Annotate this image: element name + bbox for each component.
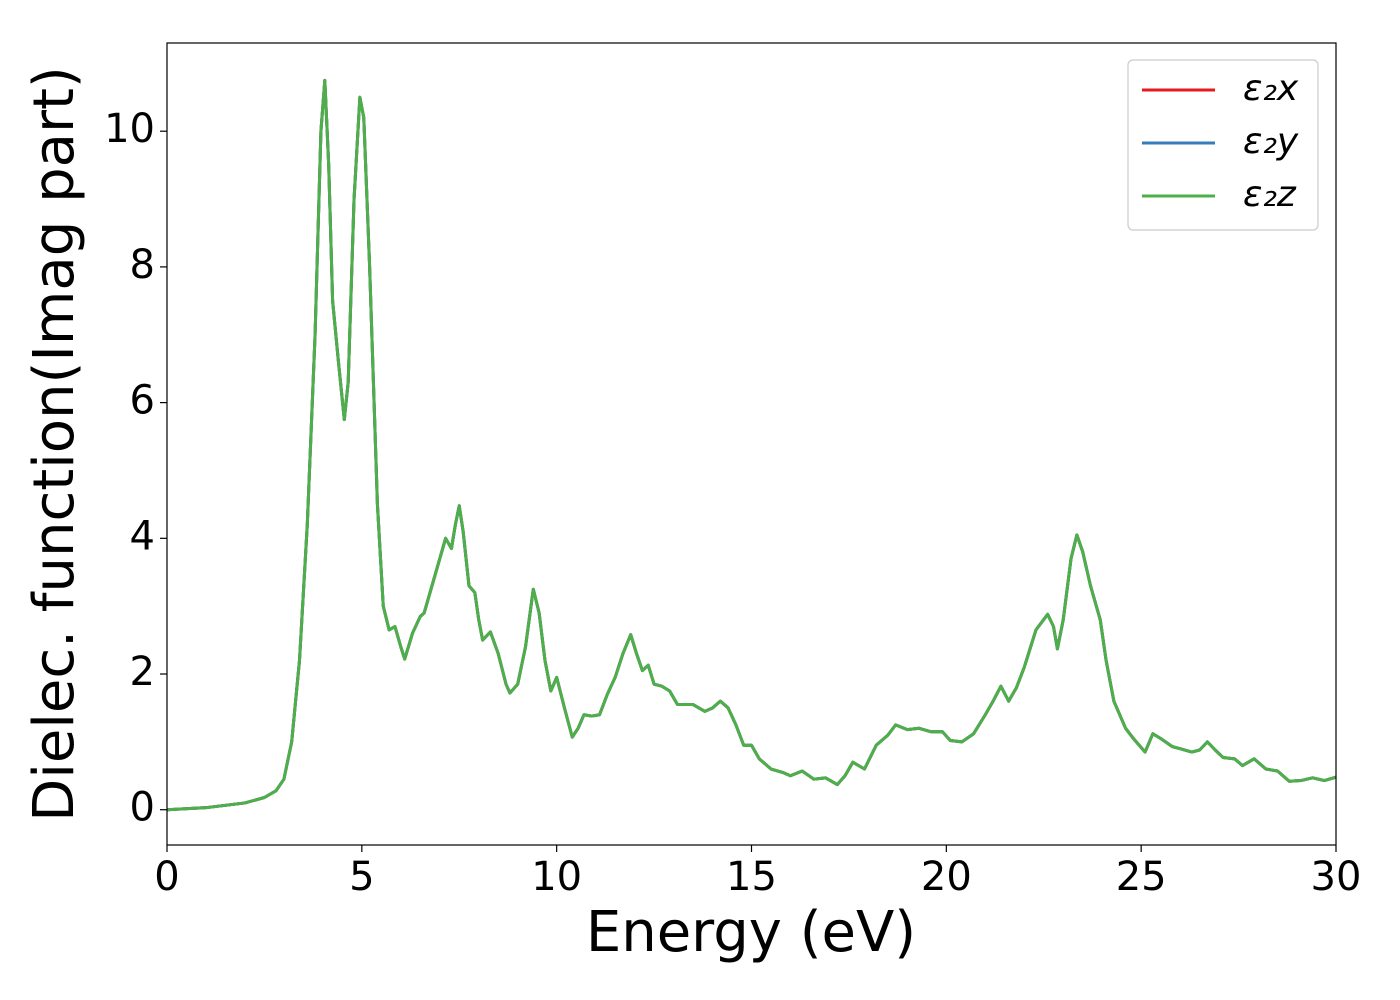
x-tick-label: 30	[1311, 854, 1362, 900]
x-tick-label: 10	[531, 854, 582, 900]
series-line	[166, 78, 1337, 812]
y-tick-label: 2	[130, 649, 155, 695]
x-axis-label: Energy (eV)	[586, 900, 916, 965]
y-tick-label: 6	[130, 378, 155, 424]
y-tick-label: 0	[130, 785, 155, 831]
plot-frame	[166, 42, 1337, 846]
legend-label: ε₂x	[1243, 68, 1299, 109]
x-tick-label: 0	[154, 854, 179, 900]
y-axis-label: Dielec. function(Imag part)	[22, 66, 87, 822]
legend: ε₂x ε₂y ε₂z	[1127, 59, 1319, 231]
x-tick-label: 25	[1116, 854, 1167, 900]
legend-label: ε₂z	[1243, 174, 1297, 215]
y-tick-label: 8	[130, 242, 155, 288]
legend-label: ε₂y	[1243, 121, 1299, 162]
x-tick-label: 5	[349, 854, 374, 900]
x-tick-label: 20	[921, 854, 972, 900]
y-tick-label: 4	[130, 513, 155, 559]
x-tick-label: 15	[726, 854, 777, 900]
y-tick-label: 10	[104, 106, 155, 152]
legend-box	[1127, 59, 1319, 231]
